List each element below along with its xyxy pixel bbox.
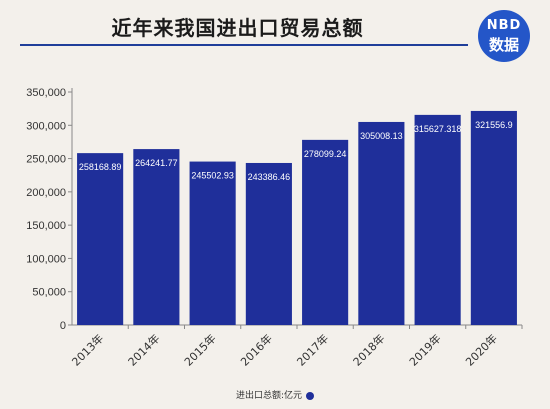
bar	[133, 149, 180, 325]
bar	[470, 110, 517, 326]
bar-value-label: 305008.13	[360, 131, 403, 141]
logo-text-data: 数据	[488, 36, 519, 54]
bar-value-label: 245502.93	[191, 171, 234, 181]
bar-value-label: 278099.24	[304, 149, 347, 159]
bar-value-label: 258168.89	[79, 162, 122, 172]
legend: 进出口总额:亿元	[0, 388, 550, 401]
x-tick-label: 2020年	[463, 331, 500, 368]
y-tick-label: 0	[60, 320, 66, 332]
title-bar: 近年来我国进出口贸易总额 NBD 数据	[0, 0, 550, 62]
y-tick-label: 200,000	[26, 187, 66, 199]
legend-swatch	[306, 391, 315, 400]
y-tick-label: 150,000	[26, 220, 66, 232]
y-tick-label: 350,000	[26, 87, 66, 99]
chart-title: 近年来我国进出口贸易总额	[111, 16, 364, 40]
x-tick-label: 2018年	[350, 331, 387, 368]
x-tick-label: 2014年	[125, 331, 162, 368]
y-tick-label: 250,000	[26, 154, 66, 166]
nbd-logo: NBD 数据	[478, 10, 530, 62]
bar-value-label: 315627.318	[414, 124, 462, 134]
y-tick-label: 50,000	[32, 287, 66, 299]
x-tick-label: 2015年	[181, 331, 218, 368]
legend-label: 进出口总额:亿元	[235, 391, 303, 401]
bar	[414, 114, 461, 325]
bar	[302, 139, 349, 325]
bar	[77, 153, 124, 325]
x-tick-label: 2016年	[238, 331, 275, 368]
bar	[245, 162, 292, 325]
x-tick-label: 2019年	[406, 331, 443, 368]
x-tick-label: 2013年	[69, 331, 106, 368]
bar	[189, 161, 236, 325]
y-tick-label: 100,000	[26, 253, 66, 265]
bar	[358, 121, 405, 326]
x-tick-label: 2017年	[294, 331, 331, 368]
title-divider	[20, 44, 468, 46]
bar-value-label: 321556.9	[475, 120, 513, 130]
logo-text-nbd: NBD	[486, 18, 522, 33]
y-tick-label: 300,000	[26, 120, 66, 132]
bar-value-label: 243386.46	[248, 172, 291, 182]
bar-value-label: 264241.77	[135, 158, 178, 168]
